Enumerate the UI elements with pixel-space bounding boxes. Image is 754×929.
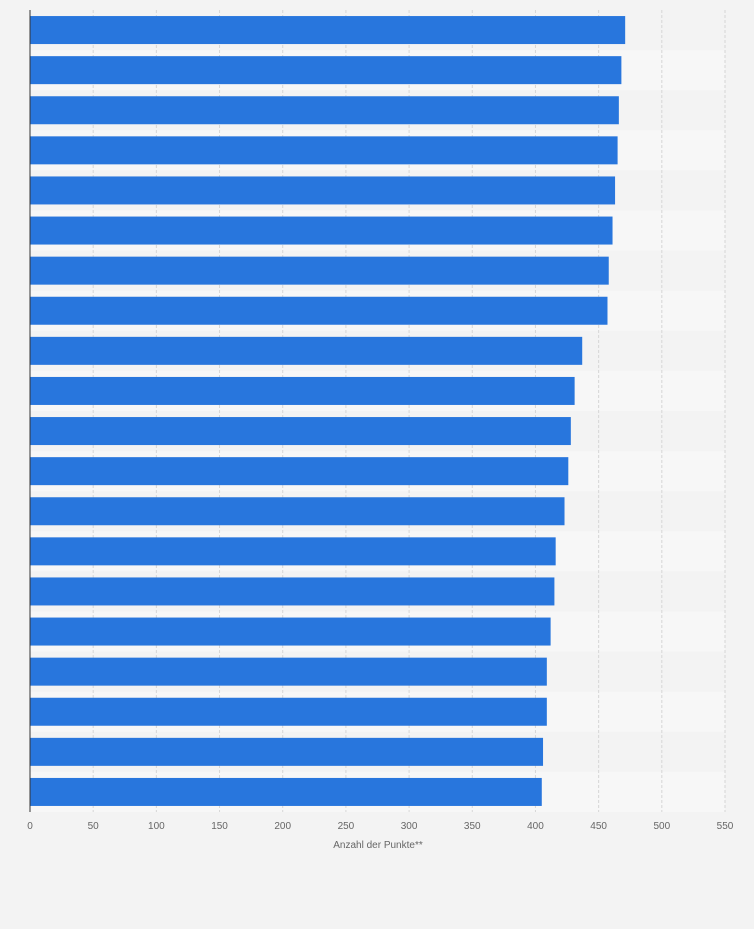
x-tick-label: 550: [717, 821, 734, 832]
x-tick-label: 0: [27, 821, 33, 832]
bar: [30, 136, 618, 165]
bar: [30, 376, 575, 405]
bar: [30, 537, 556, 566]
x-tick-label: 100: [148, 821, 165, 832]
bar: [30, 737, 544, 766]
bar: [30, 96, 619, 125]
x-tick-label: 150: [211, 821, 228, 832]
x-tick-label: 350: [464, 821, 481, 832]
x-tick-label: 400: [527, 821, 544, 832]
bars: [30, 16, 626, 806]
row-bands: [30, 10, 725, 812]
bar: [30, 577, 555, 606]
bar: [30, 457, 569, 486]
bar: [30, 336, 583, 365]
bar: [30, 16, 626, 45]
x-axis-title: Anzahl der Punkte**: [333, 840, 423, 851]
x-axis-ticks: 0 50 100 150 200 250 300 350 400 450 500 550: [27, 821, 734, 832]
x-tick-label: 500: [653, 821, 670, 832]
x-tick-label: 300: [401, 821, 418, 832]
x-tick-label: 200: [274, 821, 291, 832]
bar: [30, 176, 616, 205]
bar: [30, 777, 542, 806]
x-tick-label: 450: [590, 821, 607, 832]
bar: [30, 216, 613, 245]
bar: [30, 56, 622, 85]
bar: [30, 657, 547, 686]
x-tick-label: 50: [88, 821, 100, 832]
bar: [30, 296, 608, 325]
bar: [30, 697, 547, 726]
x-tick-label: 250: [338, 821, 355, 832]
bar: [30, 617, 551, 646]
bar: [30, 497, 565, 526]
bar: [30, 417, 571, 446]
gridlines: [92, 10, 726, 812]
bar: [30, 256, 609, 285]
